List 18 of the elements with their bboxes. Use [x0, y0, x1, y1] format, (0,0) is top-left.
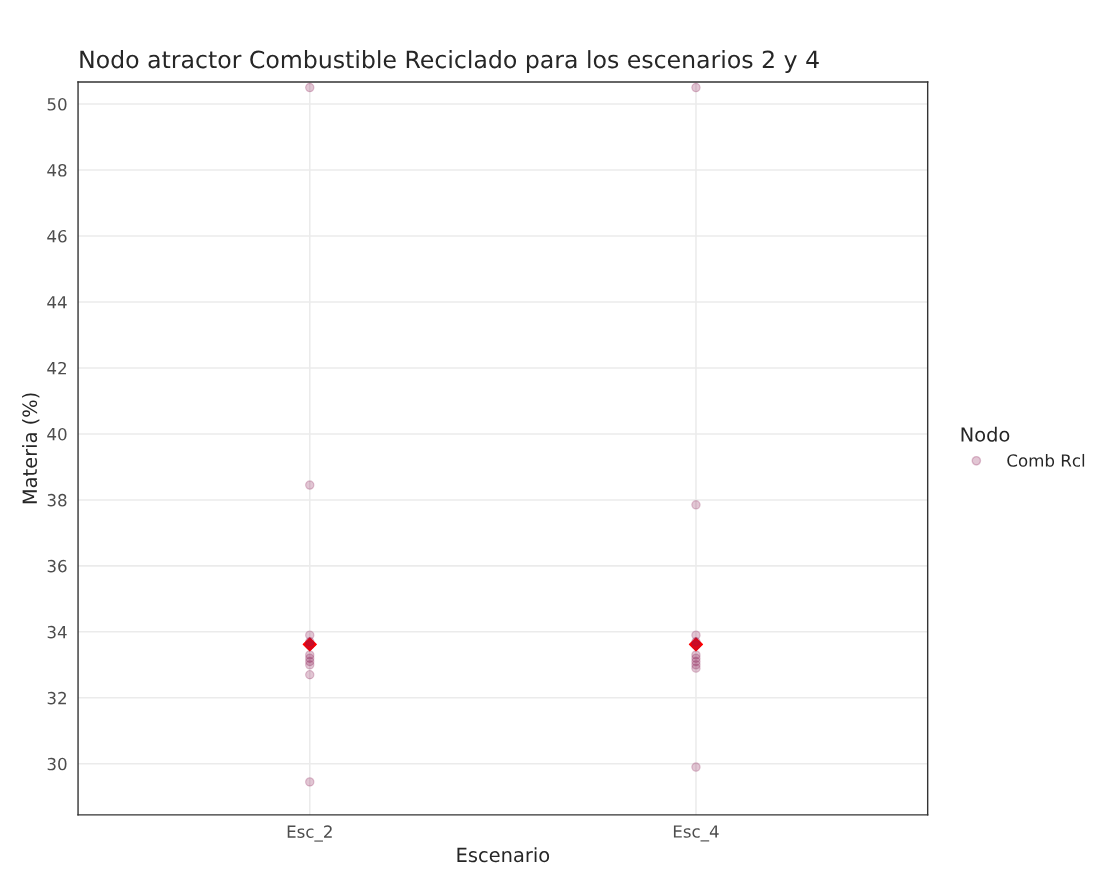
y-tick-label: 30 [47, 757, 67, 771]
y-tick-label: 36 [47, 559, 67, 573]
y-tick-label: 44 [47, 296, 67, 309]
y-axis-title: Materia (%) [22, 393, 40, 504]
y-tick-label: 40 [47, 427, 67, 441]
x-tick-label: Esc_4 [673, 825, 719, 842]
y-tick-label: 46 [47, 229, 67, 243]
chart-title: Nodo atractor Combustible Reciclado para los escenarios 2 y 4 [80, 50, 819, 73]
y-tick-label: 50 [47, 98, 67, 111]
x-axis-title: Escenario [457, 847, 550, 863]
y-tick-label: 38 [47, 493, 67, 507]
y-tick-label: 32 [47, 691, 66, 705]
legend-label: Comb Rcl [1007, 453, 1085, 467]
y-tick-label: 42 [47, 361, 66, 375]
y-tick-label: 48 [47, 163, 67, 177]
y-tick-label: 34 [47, 625, 67, 639]
legend-title: Nodo [961, 426, 1010, 442]
x-tick-label: Esc_2 [287, 825, 332, 842]
